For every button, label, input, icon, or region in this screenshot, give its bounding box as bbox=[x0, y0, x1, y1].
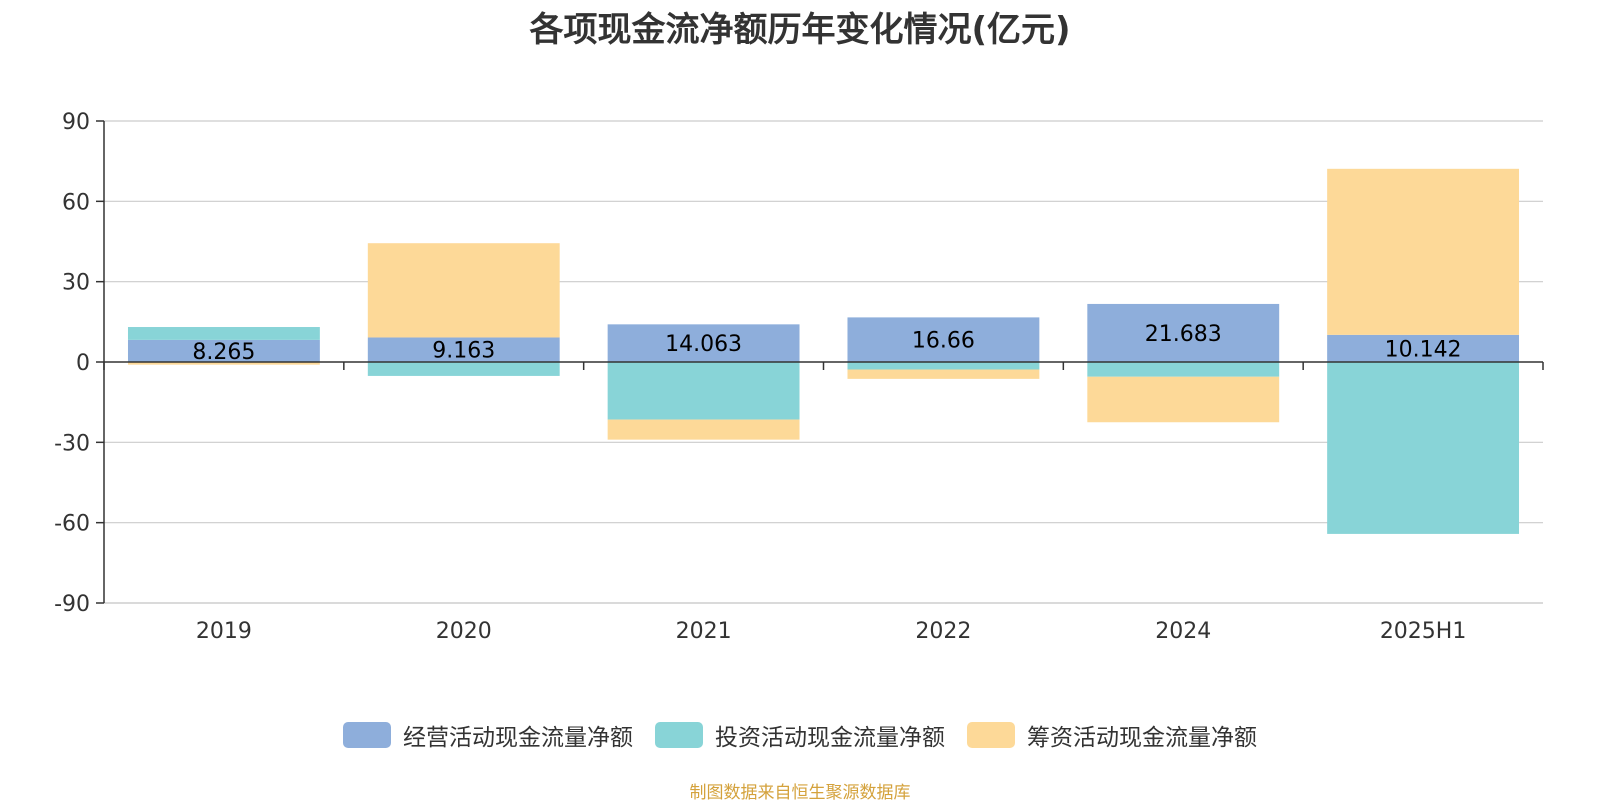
source-note: 制图数据来自恒生聚源数据库 bbox=[689, 783, 911, 803]
x-tick-label: 2022 bbox=[915, 619, 971, 644]
x-tick-label: 2024 bbox=[1155, 619, 1211, 644]
legend-item-financing[interactable]: 筹资活动现金流量净额 bbox=[967, 718, 1257, 752]
gridlines bbox=[104, 120, 1543, 604]
x-tick-label: 2025H1 bbox=[1380, 619, 1467, 644]
y-tick-label: 60 bbox=[62, 190, 90, 215]
chart-title: 各项现金流净额历年变化情况(亿元) bbox=[529, 10, 1071, 50]
y-tick-label: -30 bbox=[54, 431, 90, 456]
data-label-2025H1: 10.142 bbox=[1385, 337, 1462, 362]
legend-label-financing: 筹资活动现金流量净额 bbox=[1027, 725, 1257, 751]
bar-investing-2025H1[interactable] bbox=[1327, 362, 1520, 534]
bar-operating-2022[interactable] bbox=[847, 317, 1040, 362]
x-tick-label: 2020 bbox=[436, 619, 492, 644]
legend-label-operating: 经营活动现金流量净额 bbox=[403, 725, 633, 751]
bar-financing-2020[interactable] bbox=[367, 243, 560, 338]
bar-operating-2025H1[interactable] bbox=[1327, 334, 1520, 362]
y-tick-label: 0 bbox=[76, 351, 90, 376]
bar-operating-2020[interactable] bbox=[367, 337, 560, 362]
bar-investing-2024[interactable] bbox=[1087, 362, 1280, 377]
axes: 90 60 30 0 -30 -60 -90 2019 2020 2021 2022 2024 2025… bbox=[54, 110, 1544, 644]
legend-item-operating[interactable]: 经营活动现金流量净额 bbox=[343, 718, 633, 752]
legend: 经营活动现金流量净额 投资活动现金流量净额 筹资活动现金流量净额 bbox=[0, 718, 1600, 752]
y-tick-label: 30 bbox=[62, 271, 90, 296]
bar-financing-2021[interactable] bbox=[607, 419, 800, 440]
bar-investing-2021[interactable] bbox=[607, 362, 800, 420]
x-tick-label: 2019 bbox=[196, 619, 252, 644]
data-label-2020: 9.163 bbox=[432, 339, 495, 364]
bar-operating-2019[interactable] bbox=[127, 339, 320, 362]
bar-investing-2020[interactable] bbox=[367, 362, 560, 376]
data-label-2021: 14.063 bbox=[665, 332, 742, 357]
legend-swatch-operating bbox=[343, 722, 391, 748]
bar-financing-2025H1[interactable] bbox=[1327, 168, 1520, 335]
bar-financing-2024[interactable] bbox=[1087, 376, 1280, 423]
x-tick-label: 2021 bbox=[676, 619, 732, 644]
data-label-2022: 16.66 bbox=[912, 329, 975, 354]
y-tick-label: -60 bbox=[54, 512, 90, 537]
data-labels: 8.265 9.163 14.063 16.66 21.683 10.142 bbox=[192, 322, 1461, 365]
bar-financing-2022[interactable] bbox=[847, 369, 1040, 379]
bar-investing-2022[interactable] bbox=[847, 362, 1040, 370]
stacked-bar-chart: 90 60 30 0 -30 -60 -90 2019 2020 2021 2022 2024 2025… bbox=[54, 110, 1544, 644]
legend-item-investing[interactable]: 投资活动现金流量净额 bbox=[655, 718, 945, 752]
bar-operating-2024[interactable] bbox=[1087, 303, 1280, 362]
legend-swatch-investing bbox=[655, 722, 703, 748]
legend-label-investing: 投资活动现金流量净额 bbox=[715, 725, 945, 751]
bars bbox=[127, 168, 1520, 534]
bar-investing-2019[interactable] bbox=[127, 327, 320, 340]
bar-operating-2021[interactable] bbox=[607, 324, 800, 362]
legend-swatch-financing bbox=[967, 722, 1015, 748]
y-tick-label: 90 bbox=[62, 110, 90, 135]
data-label-2019: 8.265 bbox=[192, 340, 255, 365]
y-tick-label: -90 bbox=[54, 592, 90, 617]
data-label-2024: 21.683 bbox=[1145, 322, 1222, 347]
bar-financing-2019[interactable] bbox=[127, 362, 320, 365]
